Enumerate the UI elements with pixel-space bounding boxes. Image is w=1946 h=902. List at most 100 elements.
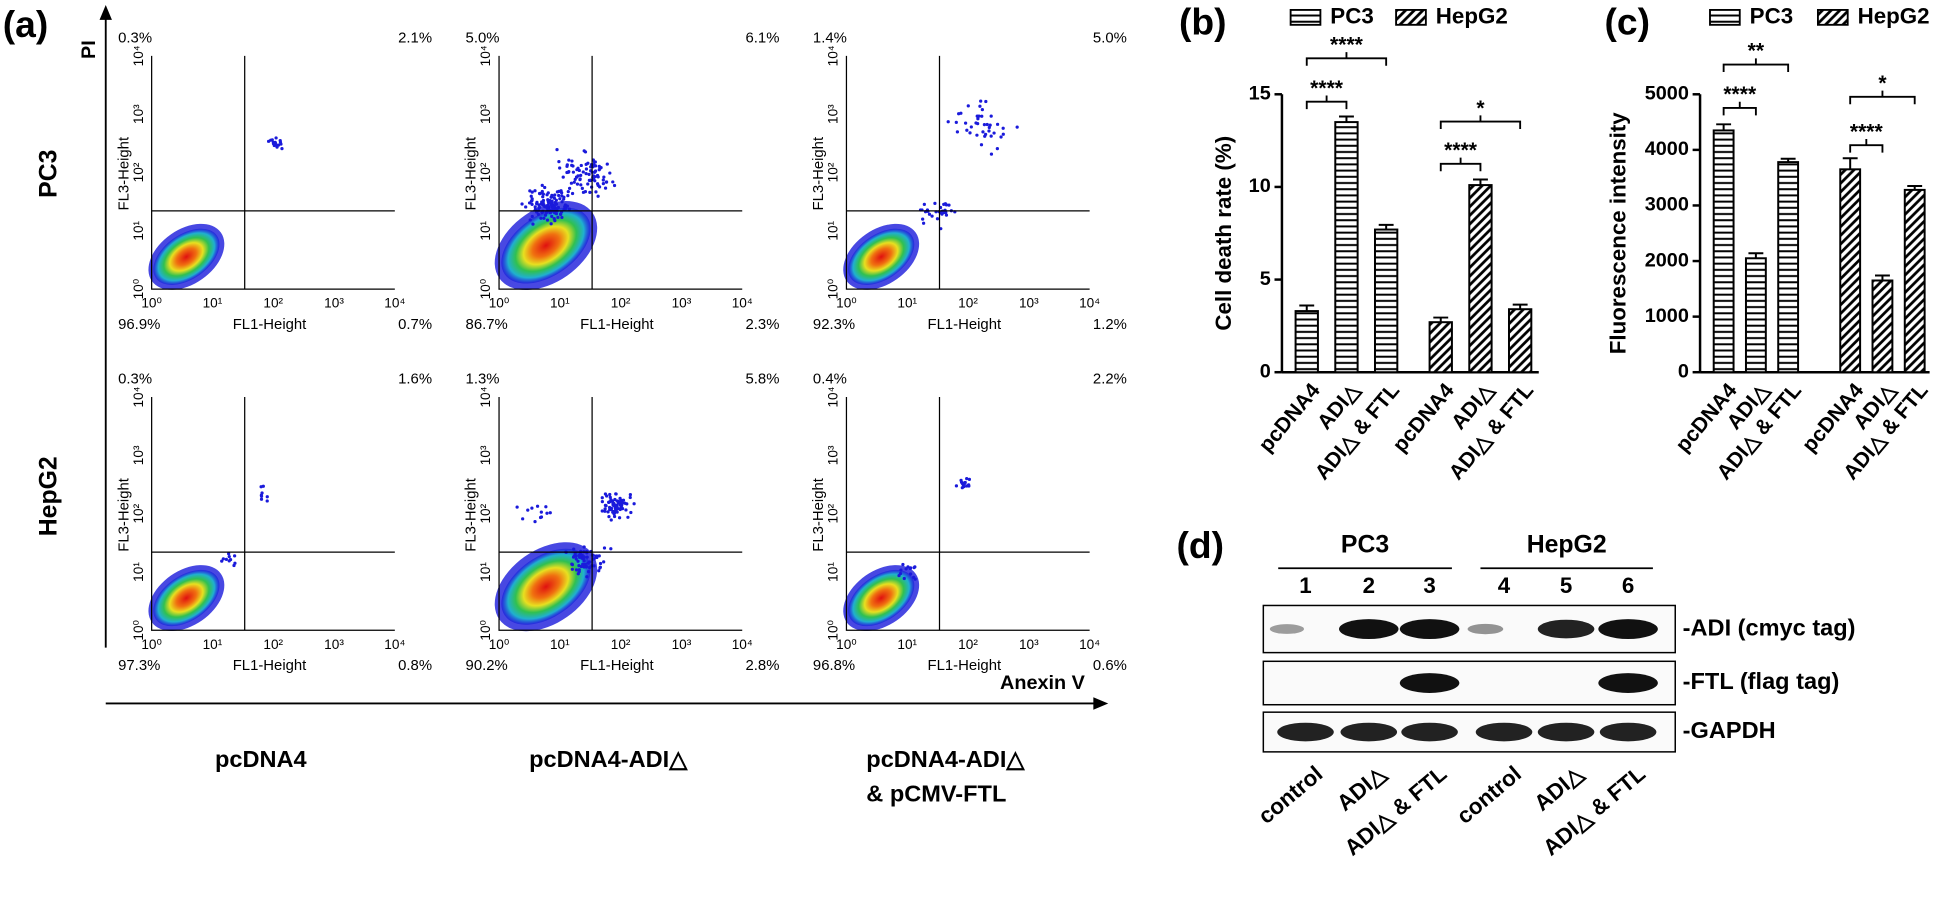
event-dot — [542, 216, 546, 220]
quadrant-percent: 0.3% — [118, 372, 152, 388]
y-tick-label: 10⁴ — [131, 45, 146, 66]
event-dot — [227, 555, 231, 559]
event-dot — [979, 143, 984, 147]
y-axis-title: Cell death rate (%) — [1211, 136, 1236, 331]
event-dot — [575, 182, 580, 186]
x-axis-title: FL1-Height — [928, 317, 1002, 333]
event-dot — [570, 562, 575, 567]
x-tick-label: 10² — [611, 296, 631, 311]
y-tick-label: 10⁰ — [131, 278, 146, 299]
event-dot — [577, 568, 581, 572]
density-core — [848, 228, 915, 285]
y-tick-label: 10³ — [478, 104, 493, 124]
event-dot — [609, 547, 613, 551]
quadrant-percent: 1.4% — [813, 30, 847, 46]
blot-label: -GAPDH — [1683, 717, 1776, 743]
event-dot — [594, 190, 598, 194]
legend-swatch — [1289, 8, 1322, 26]
group-label: PC3 — [1341, 531, 1389, 558]
axis-title: PI — [78, 40, 100, 59]
x-tick-label: 10¹ — [550, 637, 570, 652]
event-dot — [609, 498, 613, 502]
x-tick-label: 10⁴ — [732, 296, 753, 311]
event-dot — [906, 565, 910, 569]
event-dot — [539, 515, 544, 519]
event-dot — [566, 189, 570, 194]
event-dot — [624, 508, 628, 512]
row-label: HepG2 — [35, 456, 62, 536]
event-dot — [588, 565, 592, 570]
significance-label: ** — [1748, 40, 1765, 63]
event-dot — [600, 496, 604, 500]
significance-label: **** — [1723, 83, 1757, 106]
x-axis-title: FL1-Height — [233, 317, 307, 333]
significance-bracket — [1305, 95, 1348, 110]
y-tick-label: 10¹ — [131, 562, 146, 582]
band — [1277, 722, 1334, 742]
bar — [1507, 308, 1533, 374]
event-dot — [983, 132, 988, 136]
event-dot — [592, 170, 596, 174]
event-dot — [556, 215, 560, 219]
y-axis-title: Fluorescence intensity — [1605, 112, 1630, 355]
panel-label: (c) — [1605, 1, 1651, 43]
event-dot — [912, 566, 916, 570]
y-tick-label: 10² — [131, 162, 146, 182]
event-dot — [526, 508, 530, 512]
event-dot — [927, 212, 932, 216]
event-dot — [612, 512, 616, 516]
event-dot — [607, 514, 611, 519]
event-dot — [601, 181, 605, 186]
band — [1598, 619, 1658, 639]
event-dot — [261, 484, 265, 488]
quadrant-percent: 0.8% — [398, 658, 432, 674]
event-dot — [608, 492, 612, 497]
y-tick-label: 10⁰ — [826, 619, 841, 640]
event-dot — [266, 139, 271, 143]
event-dot — [955, 130, 960, 134]
column-label: pcDNA4-ADI△ — [529, 746, 689, 772]
event-dot — [602, 560, 606, 564]
event-dot — [581, 557, 586, 561]
bar — [1334, 121, 1359, 374]
event-dot — [530, 214, 534, 219]
event-dot — [540, 210, 544, 215]
lane-number: 5 — [1560, 573, 1572, 598]
event-dot — [586, 561, 590, 565]
x-tick-label: 10¹ — [897, 296, 917, 311]
bar — [1373, 228, 1399, 374]
band — [1599, 722, 1657, 742]
event-dot — [588, 190, 592, 194]
row-label: PC3 — [35, 150, 62, 198]
event-dot — [552, 216, 556, 221]
panel-label: (b) — [1179, 1, 1227, 43]
significance-bracket — [1439, 115, 1522, 130]
event-dot — [969, 125, 973, 129]
quadrant-percent: 1.2% — [1093, 317, 1127, 333]
quadrant-percent: 1.6% — [398, 372, 432, 388]
event-dot — [944, 213, 949, 217]
x-tick-label: 10¹ — [550, 296, 570, 311]
event-dot — [954, 484, 959, 488]
event-dot — [541, 195, 545, 199]
column-label: & pCMV-FTL — [866, 781, 1006, 807]
event-dot — [601, 178, 605, 182]
event-dot — [602, 546, 607, 550]
event-dot — [520, 202, 524, 206]
y-tick-label: 10² — [826, 503, 841, 523]
event-dot — [574, 568, 579, 572]
event-dot — [597, 554, 601, 558]
y-tick-label: 3000 — [1645, 194, 1689, 216]
event-dot — [528, 218, 532, 222]
x-tick-label: 10⁰ — [141, 637, 162, 652]
y-tick-label: 10 — [1249, 175, 1271, 197]
significance-label: **** — [1310, 77, 1344, 100]
event-dot — [965, 477, 969, 481]
band — [1399, 673, 1460, 693]
blot-label: -ADI (cmyc tag) — [1683, 614, 1856, 640]
event-dot — [976, 117, 980, 121]
y-tick-label: 10² — [131, 503, 146, 523]
event-dot — [977, 114, 981, 118]
event-dot — [595, 555, 599, 560]
error-bar — [1716, 123, 1732, 131]
